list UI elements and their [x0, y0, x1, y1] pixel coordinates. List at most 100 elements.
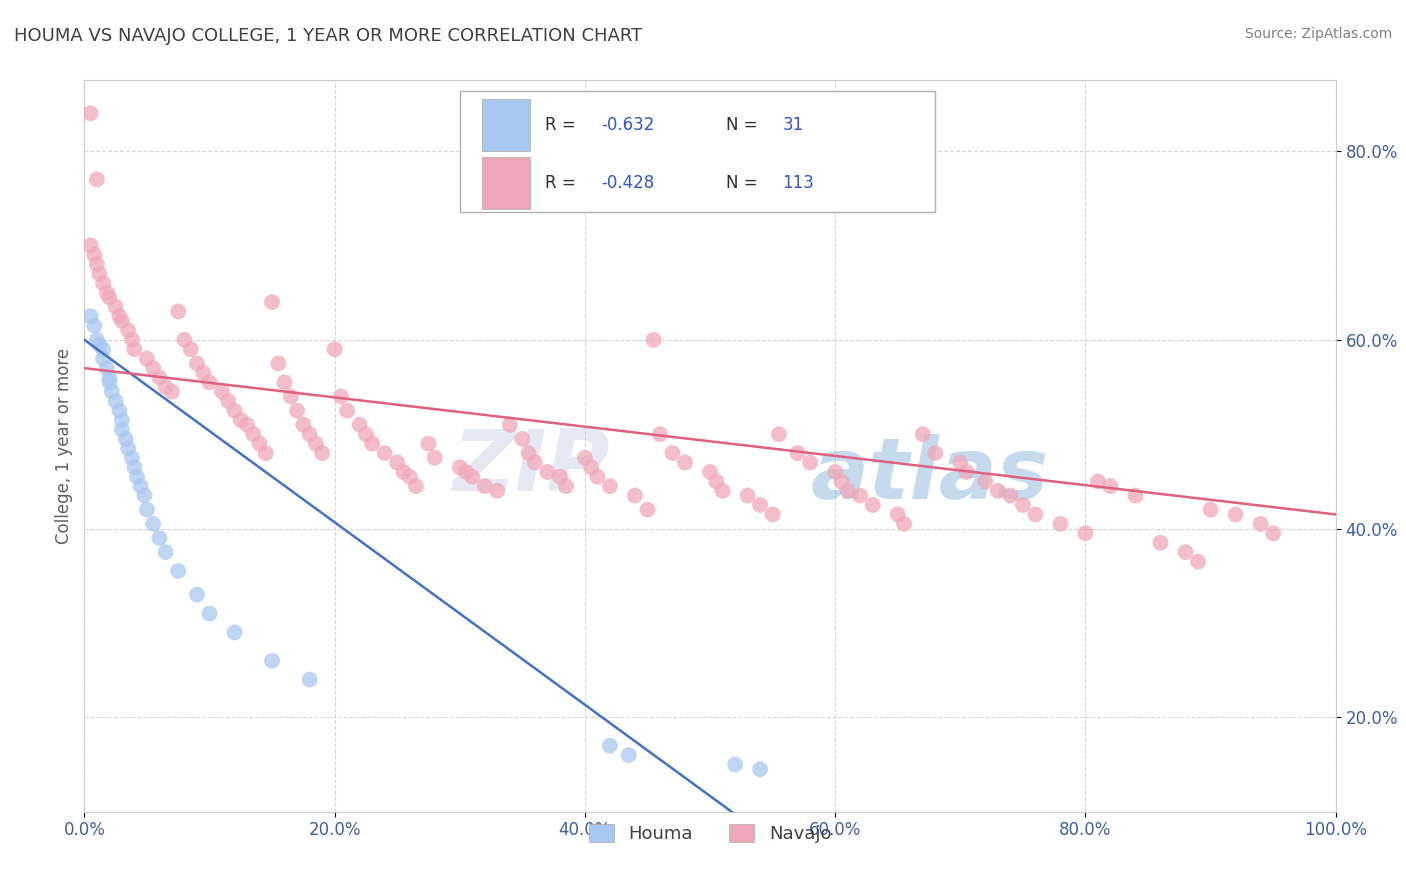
Point: [79, 238, 101, 252]
Point: [1250, 516, 1272, 531]
Point: [579, 460, 602, 475]
Point: [1263, 526, 1285, 541]
Point: [142, 516, 165, 531]
Point: [96, 285, 118, 300]
Point: [98, 376, 121, 390]
Point: [724, 757, 747, 772]
Point: [121, 450, 143, 465]
Point: [824, 465, 846, 479]
Text: Source: ZipAtlas.com: Source: ZipAtlas.com: [1244, 27, 1392, 41]
Point: [236, 417, 259, 432]
Point: [661, 446, 683, 460]
Point: [104, 300, 127, 314]
Point: [96, 361, 118, 376]
Point: [125, 469, 148, 483]
Point: [512, 432, 534, 446]
Point: [548, 469, 571, 483]
Point: [1174, 545, 1197, 559]
Point: [586, 469, 609, 483]
Point: [193, 366, 215, 380]
Point: [474, 479, 496, 493]
Point: [111, 422, 134, 436]
Point: [1087, 475, 1109, 489]
Point: [167, 564, 190, 578]
Text: 31: 31: [783, 116, 804, 134]
Point: [354, 427, 377, 442]
Point: [280, 389, 302, 403]
Point: [749, 498, 772, 512]
Point: [762, 508, 785, 522]
Point: [186, 588, 208, 602]
Point: [1024, 508, 1046, 522]
Text: N =: N =: [727, 116, 763, 134]
Point: [893, 516, 915, 531]
Point: [173, 333, 195, 347]
Point: [224, 403, 246, 417]
Point: [148, 370, 170, 384]
Point: [862, 498, 884, 512]
Point: [837, 483, 859, 498]
Point: [292, 417, 315, 432]
Point: [114, 432, 136, 446]
Point: [523, 456, 546, 470]
Point: [887, 508, 910, 522]
Point: [89, 337, 111, 351]
Point: [1049, 516, 1071, 531]
Point: [91, 276, 114, 290]
Point: [134, 489, 156, 503]
Point: [167, 304, 190, 318]
Point: [737, 489, 759, 503]
Point: [1149, 535, 1171, 549]
Point: [1125, 489, 1147, 503]
Point: [262, 295, 284, 310]
Point: [924, 446, 946, 460]
Point: [555, 479, 578, 493]
Point: [104, 394, 127, 409]
Text: R =: R =: [546, 174, 581, 192]
Point: [254, 446, 277, 460]
Point: [323, 343, 346, 357]
Point: [699, 465, 721, 479]
Point: [136, 502, 159, 516]
Point: [224, 625, 246, 640]
Point: [336, 403, 359, 417]
Point: [83, 248, 105, 262]
Text: N =: N =: [727, 174, 763, 192]
Point: [704, 475, 727, 489]
Point: [211, 384, 233, 399]
Point: [423, 450, 446, 465]
Point: [217, 394, 239, 409]
Point: [98, 290, 121, 304]
Point: [599, 479, 621, 493]
Point: [91, 351, 114, 366]
Point: [160, 384, 183, 399]
Point: [305, 436, 328, 450]
Point: [486, 483, 509, 498]
Point: [599, 739, 621, 753]
Point: [499, 417, 522, 432]
Text: -0.428: -0.428: [602, 174, 654, 192]
Point: [830, 475, 852, 489]
Point: [624, 489, 647, 503]
Point: [121, 333, 143, 347]
Point: [949, 456, 972, 470]
Point: [229, 413, 252, 427]
Point: [108, 403, 131, 417]
Y-axis label: College, 1 year or more: College, 1 year or more: [55, 348, 73, 544]
Text: -0.632: -0.632: [602, 116, 655, 134]
Point: [124, 343, 146, 357]
Point: [955, 465, 977, 479]
Point: [398, 469, 420, 483]
Point: [101, 384, 124, 399]
Point: [574, 450, 596, 465]
Point: [749, 762, 772, 776]
Point: [198, 376, 221, 390]
Point: [517, 446, 540, 460]
Point: [267, 356, 290, 370]
Point: [91, 343, 114, 357]
Point: [86, 333, 108, 347]
Point: [79, 106, 101, 120]
Text: 113: 113: [783, 174, 814, 192]
Point: [648, 427, 671, 442]
Point: [461, 469, 484, 483]
